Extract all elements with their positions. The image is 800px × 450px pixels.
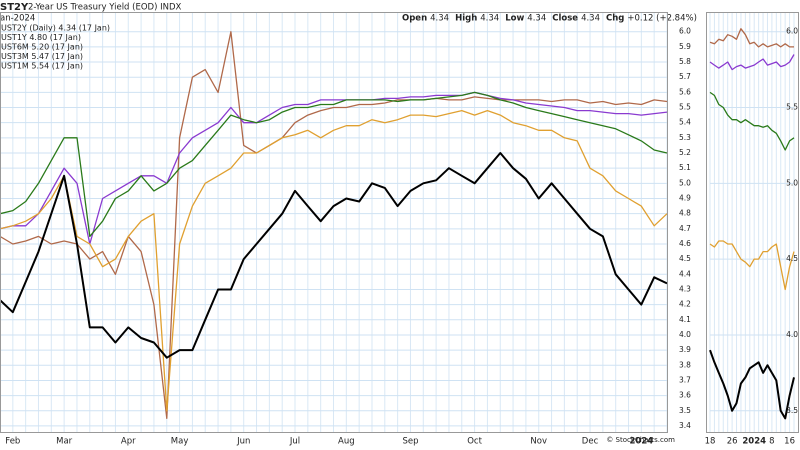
y-tick-label: 6.0 bbox=[679, 27, 691, 36]
x-tick-label: 2024 bbox=[630, 437, 654, 447]
y-tick-label: 5.8 bbox=[679, 57, 691, 66]
y-tick-label: 5.7 bbox=[679, 72, 691, 81]
quote-value: +0.12 (+2.84%) bbox=[627, 14, 697, 24]
x-tick-label: Mar bbox=[56, 437, 73, 447]
x-tick-label: 18 bbox=[705, 437, 716, 447]
y-tick-label: 4.9 bbox=[679, 193, 691, 202]
legend-entry: UST3M 5.47 (17 Jan) bbox=[1, 52, 83, 61]
y-tick-label: 4.8 bbox=[679, 209, 691, 218]
y-tick-label: 3.8 bbox=[679, 360, 691, 369]
y-tick-label: 5.5 bbox=[679, 103, 691, 112]
x-tick-label: Feb bbox=[5, 437, 20, 447]
x-tick-label: 8 bbox=[769, 437, 774, 447]
legend-entry: UST1Y 4.80 (17 Jan) bbox=[1, 33, 81, 42]
y-tick-label: 4.7 bbox=[679, 224, 691, 233]
series-line bbox=[0, 152, 668, 359]
quote-label: Open bbox=[402, 14, 427, 24]
credit: © StockCharts.com bbox=[606, 436, 675, 444]
series-line bbox=[709, 28, 794, 48]
y-tick-label: 5.9 bbox=[679, 42, 691, 51]
x-tick-label: May bbox=[171, 437, 189, 447]
x-tick-label: 16 bbox=[784, 437, 795, 447]
series-line bbox=[0, 91, 668, 238]
y-tick-label: 4.4 bbox=[679, 269, 691, 278]
x-tick-label: 2024 bbox=[742, 437, 766, 447]
series-line bbox=[0, 31, 668, 420]
y-tick-label: 5.0 bbox=[679, 178, 691, 187]
y-tick-label: 3.6 bbox=[679, 391, 691, 400]
quote-value: 4.34 bbox=[581, 14, 600, 24]
y-tick-label: 3.4 bbox=[679, 421, 691, 430]
y-tick-label: 4.1 bbox=[679, 315, 691, 324]
quote-label: Close bbox=[552, 14, 578, 24]
series-line bbox=[709, 240, 795, 291]
quote-label: Chg bbox=[606, 14, 624, 24]
y-tick-label: 5.3 bbox=[679, 133, 691, 142]
line-layer bbox=[0, 28, 795, 420]
chart-title: 2-Year US Treasury Yield (EOD) INDX bbox=[28, 3, 182, 13]
y-tick-label: 5.6 bbox=[679, 87, 691, 96]
series-line bbox=[709, 91, 795, 151]
y-tick-label: 3.5 bbox=[786, 406, 798, 415]
y-tick-label: 3.7 bbox=[679, 375, 691, 384]
x-tick-label: Jun bbox=[236, 437, 250, 447]
legend-entry: UST6M 5.20 (17 Jan) bbox=[1, 43, 83, 52]
series-line bbox=[709, 349, 795, 420]
y-tick-label: 4.2 bbox=[679, 300, 691, 309]
quote-value: 4.34 bbox=[480, 14, 499, 24]
series-line bbox=[0, 109, 668, 412]
x-tick-label: Jul bbox=[289, 437, 300, 447]
y-tick-label: 5.0 bbox=[786, 178, 798, 187]
series-line bbox=[0, 91, 668, 245]
x-tick-label: Nov bbox=[530, 437, 547, 447]
x-tick-label: Dec bbox=[582, 437, 599, 447]
y-tick-label: 5.1 bbox=[679, 163, 691, 172]
symbol: ST2Y bbox=[0, 2, 29, 13]
y-tick-label: 4.0 bbox=[786, 330, 798, 339]
x-tick-label: Oct bbox=[467, 437, 482, 447]
x-tick-label: 26 bbox=[727, 437, 738, 447]
grid-layer bbox=[0, 12, 795, 432]
y-tick-label: 3.9 bbox=[679, 345, 691, 354]
y-tick-label: 4.3 bbox=[679, 284, 691, 293]
quote-label: High bbox=[455, 14, 477, 24]
y-tick-label: 4.5 bbox=[786, 254, 798, 263]
x-tick-label: Apr bbox=[121, 437, 136, 447]
y-tick-label: 5.2 bbox=[679, 148, 691, 157]
quote-value: 4.34 bbox=[527, 14, 546, 24]
legend-entry: UST1M 5.54 (17 Jan) bbox=[1, 62, 83, 71]
quote-label: Low bbox=[505, 14, 524, 24]
y-tick-label: 3.5 bbox=[679, 406, 691, 415]
y-tick-label: 6.0 bbox=[786, 27, 798, 36]
date: an-2024 bbox=[0, 14, 35, 24]
plot-border bbox=[0, 12, 668, 433]
y-tick-label: 4.6 bbox=[679, 239, 691, 248]
y-tick-label: 5.5 bbox=[786, 103, 798, 112]
quote-value: 4.34 bbox=[430, 14, 449, 24]
series-line bbox=[709, 54, 795, 71]
x-tick-label: Aug bbox=[338, 437, 355, 447]
x-tick-label: Sep bbox=[402, 437, 418, 447]
legend-entry: UST2Y (Daily) 4.34 (17 Jan) bbox=[1, 24, 110, 33]
panel-border bbox=[706, 12, 799, 433]
y-tick-label: 5.4 bbox=[679, 118, 691, 127]
y-tick-label: 4.5 bbox=[679, 254, 691, 263]
y-tick-label: 4.0 bbox=[679, 330, 691, 339]
